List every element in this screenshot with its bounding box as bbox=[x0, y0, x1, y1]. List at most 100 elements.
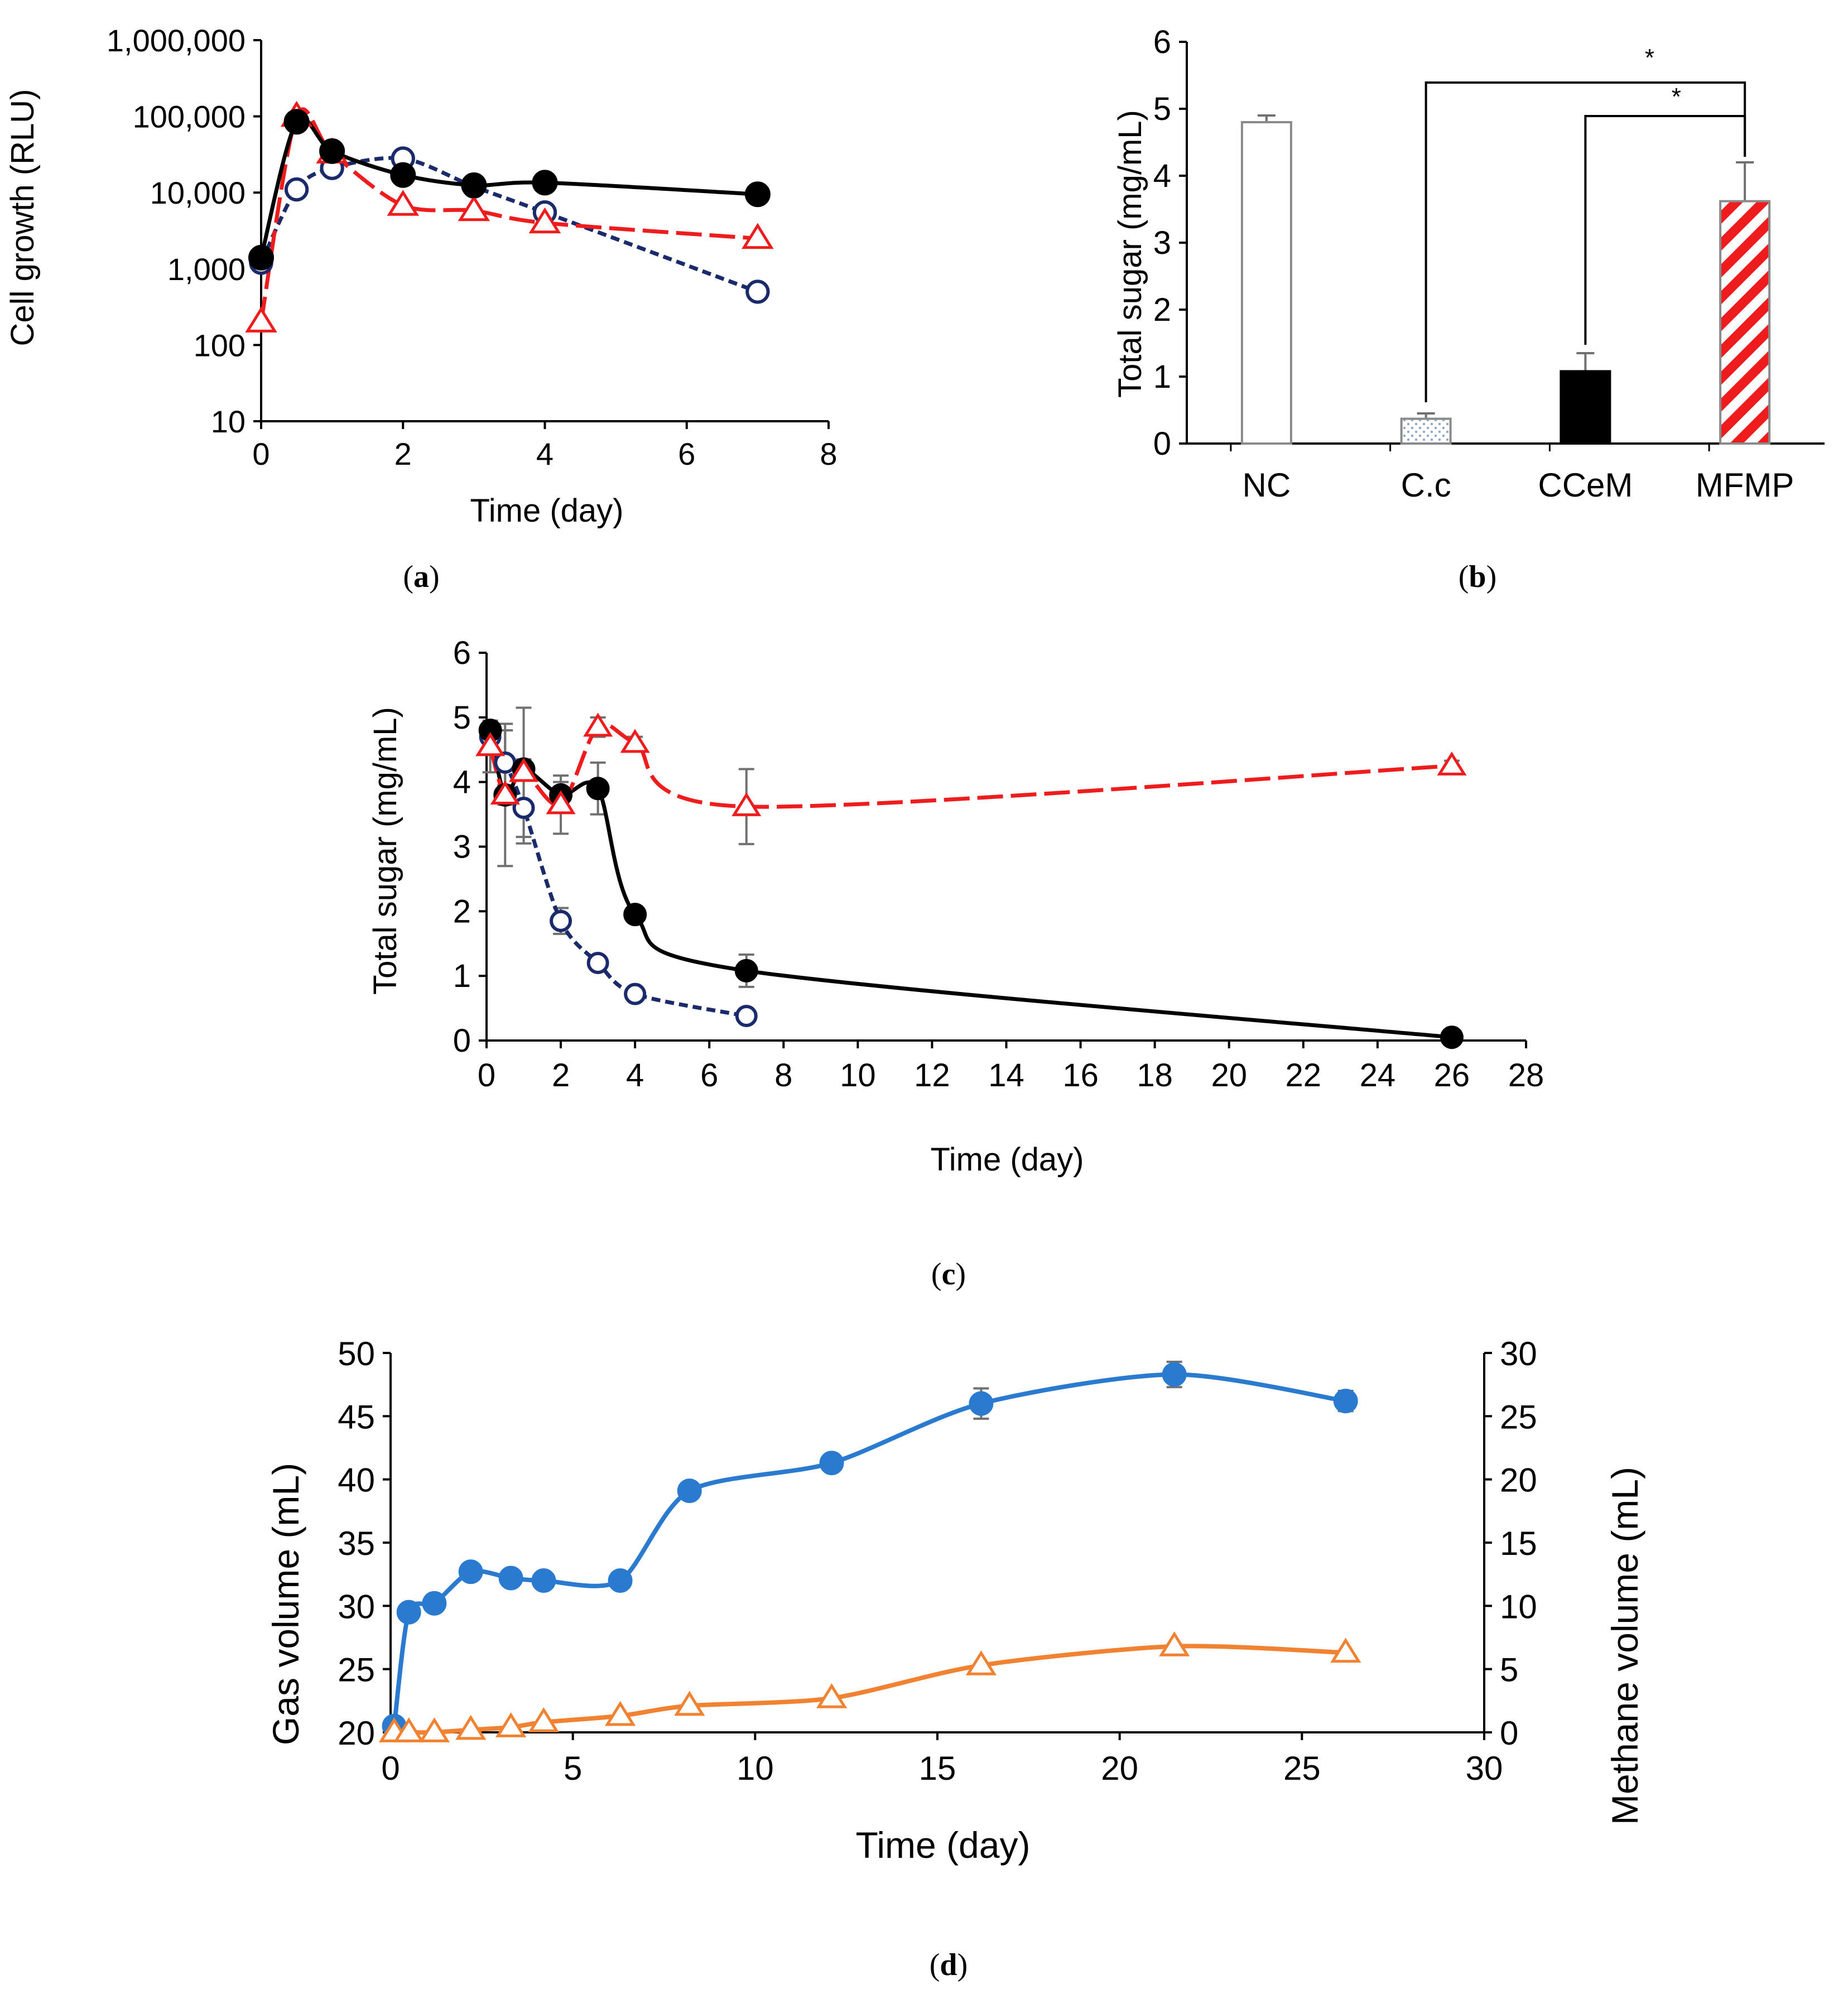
panel-d-ytick-right-label: 25 bbox=[1500, 1398, 1537, 1436]
panel-a-ytick-label: 100,000 bbox=[133, 99, 246, 134]
panel-c-xtick-label: 14 bbox=[988, 1057, 1024, 1094]
panel-c-series-2-point bbox=[546, 790, 576, 815]
panel-a-series-2-point bbox=[387, 190, 419, 216]
panel-b-ytick-label: 3 bbox=[1153, 225, 1171, 261]
panel-d-ytick-right-label: 15 bbox=[1500, 1525, 1537, 1562]
panel-a-series-0-line bbox=[259, 115, 758, 258]
panel-c-xtick-label: 28 bbox=[1508, 1057, 1544, 1094]
panel-c-ytick-label: 5 bbox=[453, 700, 471, 736]
panel-d-xtick-label: 25 bbox=[1283, 1750, 1321, 1787]
panel-c-xtick-label: 0 bbox=[478, 1057, 495, 1094]
panel-d: Gas volume (mL) Methane volume (mL) Time… bbox=[265, 1335, 1645, 1982]
panel-d-series-0-point bbox=[969, 1391, 994, 1416]
panel-c-xtick-label: 20 bbox=[1211, 1057, 1247, 1094]
panel-d-ytick-left-label: 45 bbox=[338, 1398, 375, 1436]
panel-a-series-0-point bbox=[319, 138, 345, 164]
panel-c-ylabel: Total sugar (mg/mL) bbox=[367, 707, 403, 995]
panel-a-series-2-point bbox=[742, 223, 774, 249]
panel-c-xtick-label: 10 bbox=[840, 1057, 876, 1094]
panel-c-xtick-label: 22 bbox=[1286, 1057, 1322, 1094]
panel-d-series-0-point bbox=[458, 1559, 483, 1584]
panel-a-ytick-label: 1,000,000 bbox=[107, 23, 246, 58]
panel-a-series-2-point bbox=[458, 195, 490, 221]
panel-a-series-0-point bbox=[248, 244, 274, 271]
panel-d-series-0-point bbox=[422, 1591, 447, 1616]
panel-a-series-1-point bbox=[745, 280, 770, 304]
panel-c-series-2-point bbox=[490, 781, 520, 805]
panel-a: Cell growth (RLU) Time (day) (a) 10 100 1,… bbox=[4, 23, 838, 594]
panel-d-ytick-right-label: 20 bbox=[1500, 1462, 1537, 1499]
panel-a-xtick-label: 8 bbox=[820, 436, 837, 471]
panel-d-series-1-point bbox=[674, 1690, 705, 1716]
panel-d-series-0-point bbox=[1162, 1362, 1187, 1387]
panel-c-ytick-label: 0 bbox=[453, 1023, 471, 1059]
panel-d-xtick-label: 10 bbox=[737, 1750, 774, 1787]
panel-c-xlabel: Time (day) bbox=[931, 1142, 1084, 1178]
panel-d-xtick-label: 15 bbox=[919, 1750, 956, 1787]
panel-d-xlabel: Time (day) bbox=[856, 1824, 1031, 1866]
panel-c-series-2-point bbox=[1437, 751, 1467, 776]
panel-d-series-0-point bbox=[396, 1600, 421, 1625]
panel-c-ytick-label: 6 bbox=[453, 635, 471, 671]
panel-d-series-1-point bbox=[604, 1701, 636, 1726]
panel-d-ytick-right-label: 5 bbox=[1500, 1651, 1518, 1689]
panel-a-series-2-point bbox=[528, 207, 561, 234]
panel-c-xtick-label: 6 bbox=[700, 1057, 718, 1094]
panel-d-xtick-label: 5 bbox=[564, 1750, 582, 1787]
panel-c-xtick-label: 2 bbox=[552, 1057, 570, 1094]
panel-d-xtick-label: 0 bbox=[381, 1750, 400, 1787]
panel-c-xtick-label: 26 bbox=[1434, 1057, 1470, 1094]
panel-d-ytick-right-label: 10 bbox=[1500, 1588, 1537, 1625]
panel-a-xtick-label: 2 bbox=[394, 436, 412, 471]
panel-b-bar-mfmp bbox=[1719, 200, 1771, 445]
panel-a-ylabel: Cell growth (RLU) bbox=[4, 89, 41, 346]
panel-b-category-label: NC bbox=[1243, 466, 1291, 504]
panel-c-series-0-point bbox=[623, 903, 647, 927]
panel-c-series-2-point bbox=[475, 732, 506, 757]
panel-c-ytick-label: 4 bbox=[453, 764, 471, 801]
panel-c-xtick-label: 24 bbox=[1360, 1057, 1396, 1094]
panel-a-series-0-point bbox=[390, 162, 416, 188]
panel-c-ytick-label: 2 bbox=[453, 893, 471, 929]
panel-d-series-0-point bbox=[1333, 1389, 1358, 1414]
panel-a-series-0-point bbox=[744, 181, 771, 208]
panel-b-bar-ccem bbox=[1560, 370, 1611, 445]
panel-c-xtick-label: 18 bbox=[1137, 1057, 1173, 1094]
panel-d-series-0-point bbox=[819, 1451, 844, 1476]
panel-d-series-0-point bbox=[677, 1478, 702, 1504]
panel-d-series-1-point bbox=[393, 1717, 425, 1742]
panel-d-series-1-point bbox=[495, 1712, 527, 1737]
panel-d-xtick-label: 30 bbox=[1466, 1750, 1503, 1787]
panel-d-ytick-left-label: 25 bbox=[338, 1651, 375, 1689]
panel-c-ytick-label: 1 bbox=[453, 958, 471, 994]
panel-d-series-1-point bbox=[816, 1683, 848, 1708]
panel-c-series-0-point bbox=[1440, 1025, 1464, 1049]
panel-c-series-1-point bbox=[735, 1004, 758, 1027]
panel-b-ytick-label: 1 bbox=[1153, 359, 1171, 395]
panel-c-series-1-point bbox=[624, 982, 647, 1005]
panel-b-bar-nc bbox=[1240, 121, 1292, 445]
panel-a-xtick-label: 6 bbox=[678, 436, 695, 471]
panel-a-ytick-label: 100 bbox=[194, 327, 246, 363]
panel-c-xtick-label: 4 bbox=[626, 1057, 644, 1094]
panel-b-ytick-label: 0 bbox=[1153, 426, 1171, 462]
panel-c-series-0-point bbox=[586, 777, 610, 801]
panel-a-ytick-label: 10 bbox=[211, 404, 246, 439]
panel-b-significance-star: * bbox=[1672, 83, 1681, 110]
panel-a-label: (a) bbox=[403, 560, 439, 594]
panel-c-xtick-label: 16 bbox=[1062, 1057, 1099, 1094]
panel-b-significance-bracket bbox=[1584, 115, 1746, 345]
panel-b-category-label: MFMP bbox=[1696, 466, 1794, 504]
panel-d-ytick-left-label: 35 bbox=[338, 1525, 375, 1562]
panel-a-series-2-point bbox=[245, 306, 277, 333]
panel-c-series-2-point bbox=[732, 792, 762, 816]
panel-a-ytick-label: 1,000 bbox=[167, 252, 246, 287]
panel-c-label: (c) bbox=[931, 1257, 966, 1292]
panel-c-series-2-point bbox=[583, 712, 613, 737]
panel-d-series-1-point bbox=[965, 1650, 997, 1675]
panel-c-xtick-label: 8 bbox=[774, 1057, 792, 1094]
panel-b-category-label: C.c bbox=[1401, 466, 1451, 504]
panel-c-series-2-point bbox=[509, 758, 539, 782]
panel-c-series-1-point bbox=[550, 909, 572, 932]
